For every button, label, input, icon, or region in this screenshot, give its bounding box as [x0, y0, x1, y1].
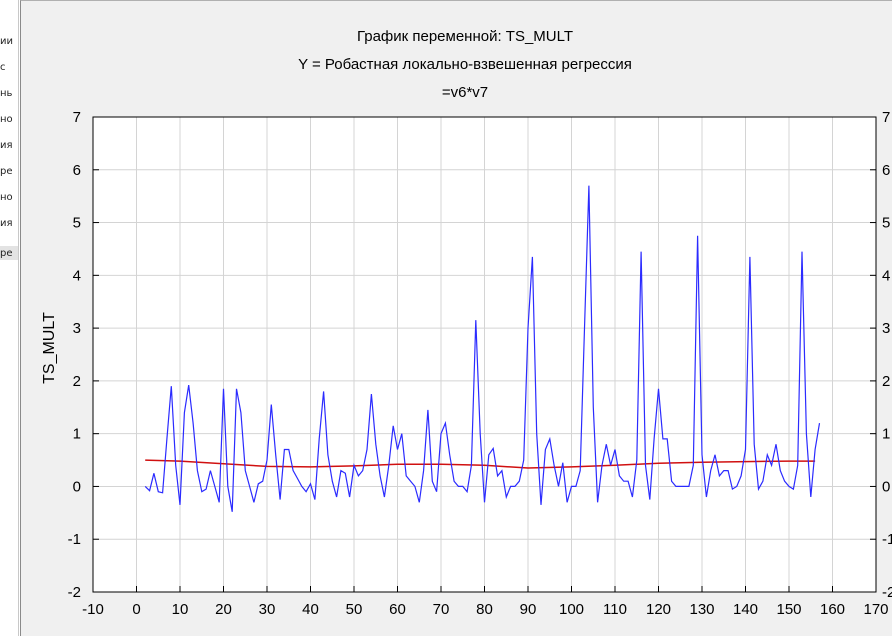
x-tick-label: 90 — [520, 601, 537, 618]
x-tick-label: 170 — [863, 601, 888, 618]
y-tick-label-left: 1 — [73, 426, 81, 443]
y-tick-label-left: 4 — [73, 267, 81, 284]
side-item-selected[interactable]: ре — [0, 248, 13, 259]
x-tick-label: 10 — [172, 601, 189, 618]
side-item[interactable]: нь — [0, 88, 13, 99]
y-tick-label-left: 2 — [73, 373, 81, 390]
y-tick-label-right: -1 — [882, 531, 892, 548]
chart-svg: График переменной: TS_MULT Y = Робастная… — [41, 28, 892, 618]
chart-subtitle: Y = Робастная локально-взвешенная регрес… — [298, 56, 632, 73]
x-tick-label: 110 — [603, 601, 627, 618]
x-tick-label: 50 — [346, 601, 363, 618]
x-tick-label: 100 — [559, 601, 584, 618]
side-item[interactable]: с — [0, 62, 6, 73]
y-tick-label-right: -2 — [882, 584, 892, 601]
y-tick-label-left: -2 — [68, 584, 81, 601]
y-tick-label-left: 3 — [73, 320, 81, 337]
axis-ticks — [92, 116, 877, 593]
y-tick-label-right: 5 — [882, 215, 890, 232]
y-tick-label-right: 4 — [882, 267, 890, 284]
y-tick-label-right: 6 — [882, 162, 890, 179]
y-tick-label-right: 0 — [882, 478, 890, 495]
x-tick-label: 30 — [259, 601, 276, 618]
side-item[interactable]: ии — [0, 36, 13, 47]
side-item-selected-highlight — [0, 246, 18, 260]
y-tick-label-left: 0 — [73, 478, 81, 495]
x-tick-label: 80 — [476, 601, 493, 618]
side-item[interactable]: но — [0, 114, 13, 125]
x-tick-label: 0 — [132, 601, 140, 618]
x-tick-label: 130 — [689, 601, 714, 618]
chart-formula: =v6*v7 — [442, 84, 488, 101]
y-tick-label-left: -1 — [68, 531, 81, 548]
plot-border — [92, 116, 877, 593]
x-tick-label: 60 — [389, 601, 406, 618]
side-item[interactable]: ре — [0, 166, 13, 177]
tick-labels: -10 0 10 20 30 40 50 60 70 80 90 100 110 120 130 140 150… — [68, 109, 892, 618]
y-tick-label-right: 3 — [882, 320, 890, 337]
side-item[interactable]: но — [0, 192, 13, 203]
x-tick-label: 150 — [776, 601, 801, 618]
x-tick-label: 20 — [215, 601, 232, 618]
chart-title: График переменной: TS_MULT — [357, 28, 573, 45]
side-panel: ии с нь но ия ре но ия ре — [0, 0, 19, 636]
y-tick-label-right: 2 — [882, 373, 890, 390]
side-item[interactable]: ия — [0, 218, 13, 229]
x-tick-label: -10 — [82, 601, 104, 618]
y-tick-label-left: 6 — [73, 162, 81, 179]
x-tick-label: 40 — [302, 601, 319, 618]
x-tick-label: 70 — [433, 601, 450, 618]
y-tick-label-left: 7 — [73, 109, 81, 126]
y-tick-label-right: 7 — [882, 109, 890, 126]
side-item[interactable]: ия — [0, 140, 13, 151]
x-tick-label: 160 — [820, 601, 845, 618]
x-tick-label: 120 — [646, 601, 671, 618]
y-tick-label-left: 5 — [73, 215, 81, 232]
y-tick-label-right: 1 — [882, 426, 890, 443]
x-tick-label: 140 — [733, 601, 758, 618]
chart-window: График переменной: TS_MULT Y = Робастная… — [20, 0, 892, 636]
y-axis-label: TS_MULT — [41, 312, 58, 384]
series-line-ts-mult — [144, 185, 821, 512]
